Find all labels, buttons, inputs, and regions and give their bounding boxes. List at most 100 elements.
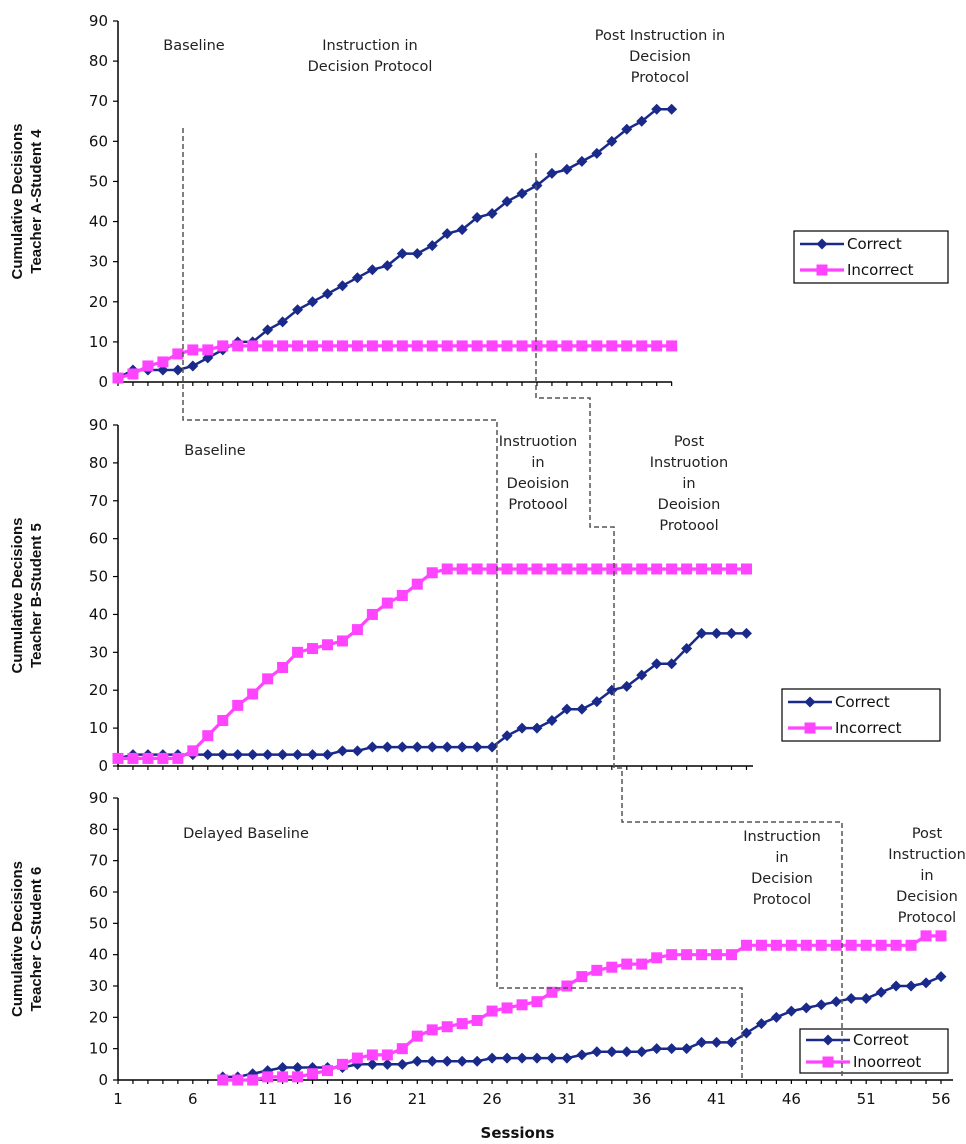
- data-point: [351, 1052, 363, 1064]
- phase-label-line: Decision Protocol: [308, 59, 433, 75]
- data-point: [142, 752, 154, 764]
- data-point: [651, 103, 663, 115]
- data-point: [875, 939, 887, 951]
- data-point: [740, 939, 752, 951]
- y-axis-title-line: Cumulative Decisions: [9, 518, 26, 674]
- data-point: [351, 745, 363, 757]
- phase-label-line: Decision: [896, 889, 958, 905]
- data-point: [651, 340, 663, 352]
- data-point: [696, 627, 708, 639]
- data-point: [860, 993, 872, 1005]
- y-tick-label: 10: [89, 719, 108, 737]
- data-point: [456, 1055, 468, 1067]
- y-tick-label: 40: [89, 946, 108, 964]
- phase-label-line: Decision: [629, 49, 691, 65]
- data-point: [546, 1052, 558, 1064]
- data-point: [606, 340, 618, 352]
- data-point: [232, 1074, 244, 1086]
- data-point: [486, 208, 498, 220]
- data-point: [411, 741, 423, 753]
- data-point: [471, 340, 483, 352]
- phase-label-line: in: [920, 868, 933, 884]
- phase-label-line: in: [775, 850, 788, 866]
- x-tick-label: 11: [258, 1090, 277, 1108]
- phase-label-line: Protocol: [753, 892, 811, 908]
- data-point: [396, 1043, 408, 1055]
- data-point: [292, 340, 304, 352]
- data-point: [411, 340, 423, 352]
- data-point: [696, 563, 708, 575]
- data-point: [292, 304, 304, 316]
- data-point: [606, 135, 618, 147]
- data-point: [726, 563, 738, 575]
- y-tick-label: 80: [89, 52, 108, 70]
- data-point: [247, 749, 259, 761]
- y-tick-label: 0: [98, 1071, 108, 1089]
- data-point: [411, 1055, 423, 1067]
- phase-label-line: Post: [912, 826, 943, 842]
- data-point: [546, 986, 558, 998]
- y-tick-label: 50: [89, 914, 108, 932]
- data-point: [501, 1052, 513, 1064]
- y-tick-label: 20: [89, 681, 108, 699]
- data-point: [651, 1043, 663, 1055]
- data-point: [471, 741, 483, 753]
- data-point: [381, 1058, 393, 1070]
- data-point: [681, 949, 693, 961]
- data-point: [426, 340, 438, 352]
- legend-label: Incorrect: [847, 261, 914, 279]
- phase-label-line: Decision: [751, 871, 813, 887]
- data-point: [336, 340, 348, 352]
- phase-label-line: Instruction: [743, 829, 821, 845]
- phase-label-line: in: [531, 455, 544, 471]
- data-point: [202, 730, 214, 742]
- data-point: [516, 187, 528, 199]
- data-point: [336, 745, 348, 757]
- y-tick-label: 10: [89, 1040, 108, 1058]
- data-point: [696, 949, 708, 961]
- data-point: [591, 563, 603, 575]
- data-point: [217, 340, 229, 352]
- data-point: [366, 1049, 378, 1061]
- data-point: [336, 280, 348, 292]
- phase-line-instruction-to-post: [535, 153, 843, 1080]
- legend-marker: [816, 238, 828, 250]
- data-point: [411, 1030, 423, 1042]
- data-point: [576, 703, 588, 715]
- data-point: [127, 368, 139, 380]
- data-point: [456, 1018, 468, 1030]
- y-tick-label: 30: [89, 643, 108, 661]
- data-point: [561, 1052, 573, 1064]
- data-point: [651, 563, 663, 575]
- data-point: [606, 1046, 618, 1058]
- data-point: [531, 179, 543, 191]
- data-point: [561, 980, 573, 992]
- data-point: [292, 1071, 304, 1083]
- x-tick-label: 41: [707, 1090, 726, 1108]
- data-point: [172, 364, 184, 376]
- series-incorrect: [112, 340, 678, 384]
- data-point: [381, 1049, 393, 1061]
- y-tick-label: 50: [89, 568, 108, 586]
- data-point: [546, 167, 558, 179]
- data-point: [636, 115, 648, 127]
- legend: Correct Incorrect: [781, 688, 941, 742]
- data-point: [501, 1002, 513, 1014]
- y-tick-label: 60: [89, 530, 108, 548]
- data-point: [621, 1046, 633, 1058]
- y-axis-title-line: Cumulative Decisions: [9, 124, 26, 280]
- data-point: [770, 1011, 782, 1023]
- data-point: [396, 1058, 408, 1070]
- legend-marker: [804, 696, 816, 708]
- y-tick-label: 70: [89, 92, 108, 110]
- data-point: [351, 340, 363, 352]
- data-point: [262, 673, 274, 685]
- data-point: [396, 340, 408, 352]
- data-point: [277, 1061, 289, 1073]
- data-point: [441, 563, 453, 575]
- data-point: [277, 749, 289, 761]
- data-point: [217, 1074, 229, 1086]
- data-point: [366, 264, 378, 276]
- data-point: [546, 715, 558, 727]
- data-point: [112, 372, 124, 384]
